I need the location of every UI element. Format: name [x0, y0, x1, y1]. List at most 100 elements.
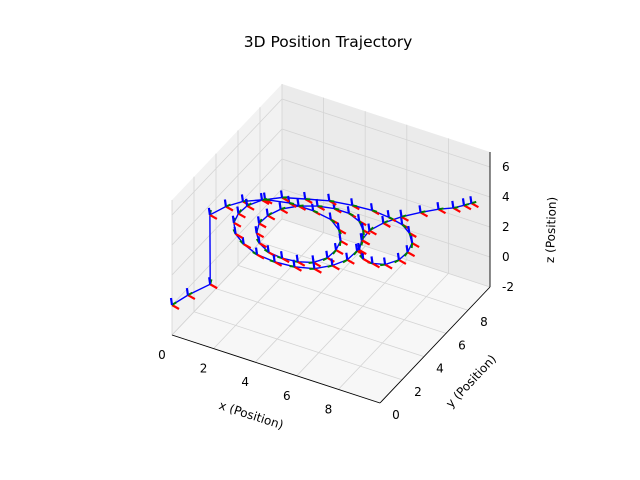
frame-x-arrow: [335, 249, 344, 255]
frame-marker: [236, 206, 246, 219]
grid-line-y-floor: [215, 288, 425, 357]
y-tick-label: 2: [414, 385, 422, 399]
frame-z-arrow: [325, 250, 329, 258]
frame-marker: [309, 261, 322, 274]
y-axis-label: y (Position): [443, 352, 499, 411]
frame-z-arrow: [311, 255, 315, 263]
frame-x-arrow: [312, 261, 322, 268]
frame-marker: [367, 223, 377, 236]
frame-y-arrow: [337, 229, 342, 235]
frame-x-arrow: [368, 229, 377, 236]
frame-marker: [254, 226, 265, 239]
frame-z-arrow: [383, 257, 387, 265]
z-tick-label: -2: [502, 280, 514, 294]
y-tick-label: 6: [458, 338, 466, 352]
frame-x-arrow: [371, 262, 381, 269]
frame-z-arrow: [328, 212, 332, 220]
frame-z-arrow: [418, 205, 422, 213]
frame-z-arrow: [338, 233, 342, 242]
frame-x-arrow: [398, 258, 407, 265]
frame-y-arrow: [332, 249, 337, 255]
frame-marker: [278, 202, 289, 215]
frame-marker: [303, 191, 313, 204]
z-tick-label: 6: [502, 160, 510, 174]
frame-z-arrow: [266, 245, 270, 253]
frame-z-arrow: [330, 258, 334, 266]
grid-line-z-side: [171, 218, 283, 336]
grid-line-z-back: [281, 98, 491, 168]
frame-y-arrow: [330, 218, 336, 224]
frame-z-arrow: [279, 190, 284, 198]
grid-line-x-floor: [254, 245, 366, 363]
grid-line-z-side: [171, 98, 283, 216]
x-tick-label: 0: [158, 348, 166, 362]
frame-marker: [256, 216, 267, 229]
frame-z-arrow: [381, 215, 385, 224]
frame-marker: [342, 252, 355, 265]
grid-line-x-floor: [338, 273, 449, 390]
frame-z-arrow: [396, 252, 401, 261]
frame-marker: [207, 207, 218, 220]
frame-y-arrow: [394, 259, 400, 264]
frame-x-arrow: [361, 239, 370, 246]
frame-x-arrow: [362, 229, 371, 235]
frame-x-arrow: [331, 264, 340, 271]
frame-y-arrow: [348, 212, 354, 217]
frame-y-arrow: [371, 209, 378, 213]
x-axis-label: x (Position): [217, 398, 285, 432]
frame-x-arrow: [237, 212, 246, 219]
side-pane: [172, 84, 282, 335]
frame-y-arrow: [362, 229, 365, 236]
frame-marker: [461, 198, 472, 211]
frame-marker: [338, 233, 349, 246]
y-tick-label: 0: [392, 408, 400, 422]
frame-marker: [380, 257, 393, 270]
frame-z-arrow: [333, 242, 338, 251]
frame-z-arrow: [327, 193, 331, 201]
frame-x-arrow: [384, 263, 393, 270]
frame-y-arrow: [327, 264, 333, 268]
frame-z-arrow: [354, 243, 359, 251]
frame-z-arrow: [278, 202, 282, 210]
x-tick-label: 6: [283, 389, 291, 403]
frame-marker: [418, 205, 429, 218]
frame-x-arrow: [243, 243, 252, 250]
frame-z-arrow: [207, 207, 211, 216]
frame-y-arrow: [438, 207, 444, 211]
frame-z-arrow: [208, 277, 212, 285]
grid-line-z-side: [171, 158, 283, 276]
frame-z-arrow: [257, 236, 261, 244]
y-tick-label: 8: [480, 315, 488, 329]
frame-x-arrow: [281, 257, 290, 264]
frame-z-arrow: [231, 215, 235, 223]
frame-x-arrow: [246, 204, 255, 211]
frame-marker: [370, 203, 380, 216]
frame-marker: [277, 251, 290, 264]
grid-line-z-back: [281, 158, 491, 228]
frame-z-arrow: [303, 191, 307, 200]
frame-x-arrow: [358, 249, 367, 255]
frame-z-arrow: [370, 256, 374, 264]
frame-marker: [327, 193, 337, 206]
frame-marker: [244, 198, 255, 211]
frame-marker: [399, 209, 410, 222]
frame-z-arrow: [259, 192, 264, 201]
frame-x-arrow: [411, 242, 420, 248]
frame-marker: [386, 210, 397, 223]
frame-marker: [436, 202, 447, 215]
frame-z-arrow: [451, 200, 455, 209]
z-tick-label: 0: [502, 250, 510, 264]
frame-z-arrow: [350, 198, 354, 206]
frame-marker: [328, 212, 339, 225]
frame-y-arrow: [401, 223, 407, 229]
frame-z-arrow: [223, 199, 228, 207]
frame-x-arrow: [346, 258, 355, 265]
frame-z-arrow: [370, 203, 374, 211]
frame-x-arrow: [407, 251, 416, 258]
frame-marker: [232, 226, 244, 239]
frame-marker: [311, 203, 321, 216]
frame-y-arrow: [342, 258, 348, 264]
frame-x-arrow: [209, 213, 218, 220]
grid-line-y-floor: [259, 241, 469, 311]
frame-marker: [332, 242, 344, 255]
